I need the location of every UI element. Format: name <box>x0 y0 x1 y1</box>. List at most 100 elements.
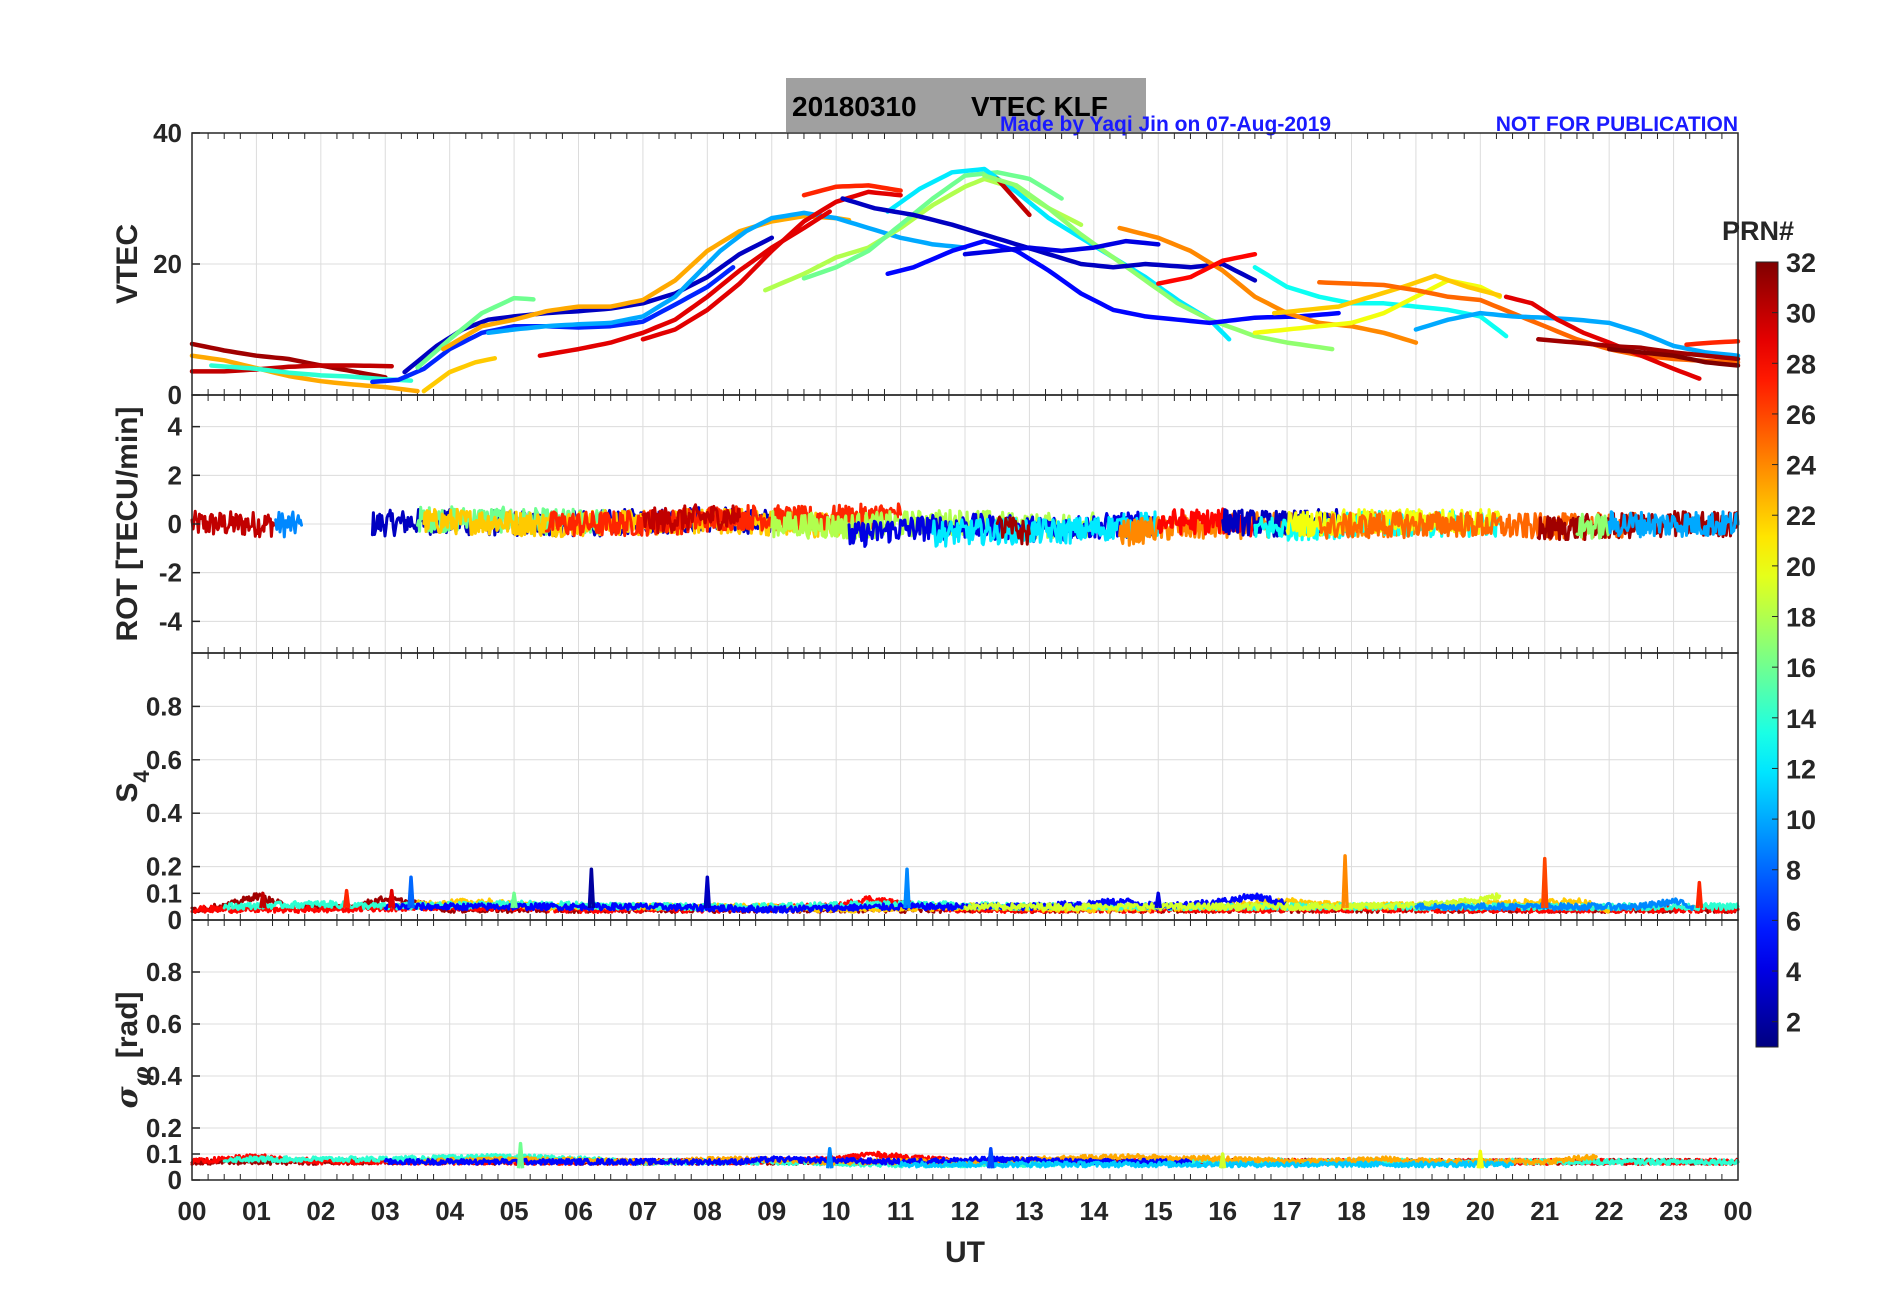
x-tick-label: 13 <box>1015 1196 1044 1226</box>
title-text: VTEC KLF <box>971 91 1108 122</box>
panel-s4-series <box>190 854 1740 914</box>
series-line-prn-17 <box>982 173 1335 352</box>
colorbar-title: PRN# <box>1722 216 1794 246</box>
panel-sigma-phi: 00.10.2 0.4 0.6 0.8 σφ [rad] <box>110 919 1740 1195</box>
y-tick-label: -2 <box>159 558 182 588</box>
x-axis: 00 01 02 03 04 05 06 07 08 09 10 11 12 13 14 15 16 17 18 19… <box>178 1196 1753 1269</box>
y-tick-label: 0 <box>168 905 182 935</box>
series-line-prn-30 <box>190 509 278 539</box>
series-line-prn-28 <box>1156 251 1258 286</box>
series-line-prn-11 <box>899 1160 1514 1169</box>
y-tick-label: -4 <box>159 606 183 636</box>
spike-prn-29 <box>387 888 396 909</box>
series-line-prn-19 <box>963 892 1502 912</box>
colorbar-tick-label: 16 <box>1786 653 1816 683</box>
series-line-prn-29 <box>640 189 903 342</box>
x-tick-label: 08 <box>693 1196 722 1226</box>
colorbar-tick-label: 14 <box>1786 704 1816 734</box>
series-line-prn-23 <box>440 213 852 352</box>
series-line-prn-31 <box>189 341 388 380</box>
panel-rot-ylabel: ROT [TECU/min] <box>111 407 144 642</box>
panel-s4-yticks: 00.10.2 0.4 0.6 0.8 <box>146 691 200 935</box>
panel-s4-ylabel: S4 <box>111 770 154 803</box>
series-line-prn-27 <box>1684 339 1741 347</box>
series-line-prn-32 <box>1606 346 1741 368</box>
series-line-prn-30 <box>189 363 394 374</box>
credit-text: Made by Yaqi Jin on 07-Aug-2019 <box>1000 113 1331 136</box>
series-line-prn-9 <box>1414 897 1695 912</box>
spike-prn-27 <box>1695 880 1704 909</box>
x-tick-label: 07 <box>628 1196 657 1226</box>
x-tick-label: 06 <box>564 1196 593 1226</box>
x-tick-labels: 00 01 02 03 04 05 06 07 08 09 10 11 12 13 14 15 16 17 18 19… <box>178 1196 1753 1226</box>
series-line-prn-31 <box>995 515 1031 546</box>
series-line-prn-23 <box>189 353 420 394</box>
y-tick-label: 20 <box>153 249 182 279</box>
series-line-prn-31 <box>1536 337 1741 362</box>
panel-sigma-phi-ylabel: σφ [rad] <box>110 991 155 1108</box>
panel-vtec-ylabel: VTEC <box>111 224 144 304</box>
series-line-prn-30 <box>994 176 1032 218</box>
colorbar-tick-label: 4 <box>1786 957 1801 987</box>
x-tick-label: 19 <box>1401 1196 1430 1226</box>
spike-prn-7 <box>987 1147 995 1169</box>
colorbar-tick-label: 10 <box>1786 805 1816 835</box>
colorbar-tick-label: 24 <box>1786 451 1816 481</box>
spike-prn-2 <box>587 867 596 909</box>
colorbar-tick-label: 30 <box>1786 299 1816 329</box>
series-line-prn-14 <box>209 363 414 383</box>
series-line-prn-3 <box>840 196 1258 283</box>
x-tick-label: 03 <box>371 1196 400 1226</box>
x-tick-label: 00 <box>1724 1196 1753 1226</box>
title-date: 20180310 <box>792 91 917 122</box>
y-tick-label: 0.8 <box>146 691 182 721</box>
x-tick-label: 00 <box>178 1196 207 1226</box>
series-line-prn-16 <box>801 170 1064 281</box>
series-line-prn-4 <box>962 238 1161 257</box>
y-tick-label: 2 <box>168 460 182 490</box>
x-tick-label: 01 <box>242 1196 271 1226</box>
y-tick-label: 0.1 <box>146 1139 182 1169</box>
panel-vtec-yticks: 0 20 40 <box>153 118 200 410</box>
series-line-prn-10 <box>486 210 968 336</box>
series-line-prn-25 <box>1317 280 1741 365</box>
y-tick-label: 0 <box>168 380 182 410</box>
colorbar-tick-label: 2 <box>1786 1008 1801 1038</box>
x-tick-label: 18 <box>1337 1196 1366 1226</box>
x-tick-label: 05 <box>500 1196 529 1226</box>
colorbar-tick-label: 26 <box>1786 400 1816 430</box>
series-line-prn-30 <box>641 503 741 535</box>
panel-rot-series <box>190 502 1740 548</box>
x-tick-label: 17 <box>1273 1196 1302 1226</box>
series-line-prn-12 <box>885 166 1232 342</box>
x-axis-label: UT <box>945 1236 985 1269</box>
series-line-prn-16 <box>415 295 536 370</box>
panel-sigma-phi-yticks: 00.10.2 0.4 0.6 0.8 <box>146 957 200 1195</box>
colorbar-tick-label: 32 <box>1786 248 1816 278</box>
y-tick-label: 0.6 <box>146 745 182 775</box>
x-tick-label: 21 <box>1530 1196 1559 1226</box>
y-tick-label: 0.8 <box>146 957 182 987</box>
x-tick-label: 22 <box>1595 1196 1624 1226</box>
panel-sigma-phi-grid <box>191 920 1739 1181</box>
panel-sigma-phi-frame <box>191 919 1739 1181</box>
y-tick-label: 0.2 <box>146 852 182 882</box>
series-line-prn-27 <box>801 183 903 198</box>
series-line-prn-24 <box>1117 225 1419 345</box>
x-tick-label: 09 <box>757 1196 786 1226</box>
series-line-prn-22 <box>1271 273 1502 316</box>
x-tick-label: 11 <box>887 1196 915 1226</box>
series-line-prn-5 <box>885 238 1341 326</box>
panel-vtec-series <box>189 166 1741 394</box>
spike-prn-20 <box>1476 1149 1485 1169</box>
colorbar-tick-label: 8 <box>1786 856 1801 886</box>
colorbar-tick-label: 12 <box>1786 754 1816 784</box>
header: 20180310 VTEC KLF Made by Yaqi Jin on 07… <box>786 78 1738 136</box>
colorbar-bar <box>1755 261 1779 1048</box>
series-line-prn-12 <box>931 510 1160 548</box>
spike-prn-30 <box>259 891 267 909</box>
x-tick-label: 02 <box>306 1196 335 1226</box>
